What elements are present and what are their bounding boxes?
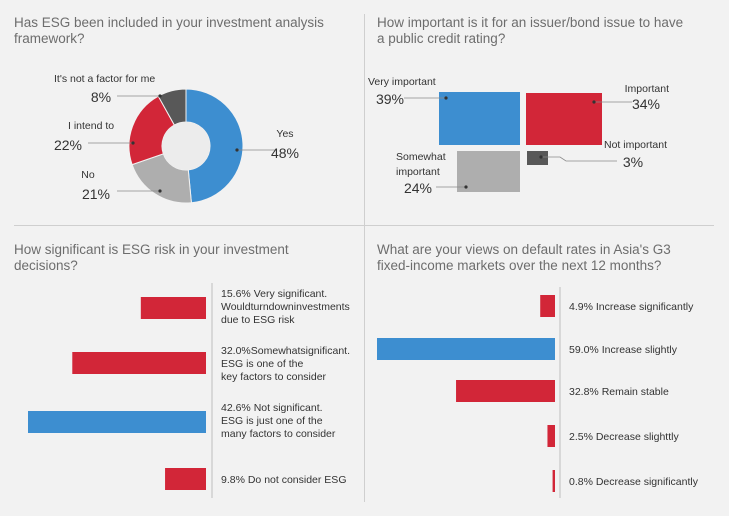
esg-risk-label-2: 42.6% Not significant. ESG is just one of… <box>221 402 335 441</box>
donut-value-2: 22% <box>54 137 82 153</box>
treemap-rect-0 <box>439 92 520 145</box>
treemap-value-3: 24% <box>404 180 432 196</box>
q4-title: What are your views on default rates in … <box>377 242 671 274</box>
esg-risk-label-1-line-0: 32.0%Somewhatsignificant. <box>221 345 350 357</box>
esg-risk-label-2-line-2: many factors to consider <box>221 428 336 440</box>
esg-risk-label-3: 9.8% Do not consider ESG <box>221 474 346 487</box>
treemap-label-0: Very important <box>368 76 436 88</box>
default-rate-label-0: 4.9% Increase significantly <box>569 301 694 313</box>
q1-title-line2: framework? <box>14 31 85 46</box>
donut-hole <box>162 122 210 170</box>
donut-leader-dot-3 <box>158 94 162 98</box>
donut-leader-dot-2 <box>131 141 135 145</box>
donut-value-3: 8% <box>91 89 111 105</box>
treemap-leader-dot-0 <box>444 96 448 100</box>
default-rate-label-3: 2.5% Decrease slighttly <box>569 431 679 443</box>
treemap-value-2: 3% <box>623 154 643 170</box>
donut-value-1: 21% <box>82 186 110 202</box>
esg-risk-label-1-line-1: ESG is one of the <box>221 358 304 370</box>
q2-title-line2: a public credit rating? <box>377 31 506 46</box>
q2-title: How important is it for an issuer/bond i… <box>377 15 683 47</box>
esg-risk-label-2-line-0: 42.6% Not significant. <box>221 402 323 414</box>
vertical-divider <box>364 14 365 502</box>
esg-risk-bar-0 <box>140 297 206 319</box>
treemap-leader-dot-2 <box>539 155 543 159</box>
default-rate-bar-2 <box>456 380 555 402</box>
q1-title-line1: Has ESG been included in your investment… <box>14 15 324 30</box>
esg-risk-label-1-line-2: key factors to consider <box>221 371 327 383</box>
esg-risk-bar-1 <box>72 352 206 374</box>
esg-risk-label-3-line-0: 9.8% Do not consider ESG <box>221 474 347 486</box>
esg-risk-label-0-line-1: Wouldturndowninvestments <box>221 301 350 313</box>
esg-risk-label-2-line-1: ESG is just one of the <box>221 415 323 427</box>
donut-leader-dot-1 <box>158 189 162 193</box>
default-rate-label-2: 32.8% Remain stable <box>569 386 669 398</box>
treemap-value-0: 39% <box>376 91 404 107</box>
treemap-label-3a: Somewhat <box>396 151 446 163</box>
donut-label-0: Yes <box>276 128 293 140</box>
esg-risk-label-0-line-0: 15.6% Very significant. <box>221 288 328 300</box>
q4-title-line2: fixed-income markets over the next 12 mo… <box>377 258 662 273</box>
treemap-label-2: Not important <box>604 139 667 151</box>
donut-label-1: No <box>81 169 95 181</box>
default-rate-label-4: 0.8% Decrease significantly <box>569 476 699 488</box>
treemap-leader-dot-1 <box>592 100 596 104</box>
esg-risk-label-0: 15.6% Very significant. Wouldturndowninve… <box>221 288 350 327</box>
donut-label-3: It's not a factor for me <box>54 73 155 85</box>
default-rate-bar-0 <box>540 295 555 317</box>
donut-value-0: 48% <box>271 145 299 161</box>
q3-title-line1: How significant is ESG risk in your inve… <box>14 242 289 257</box>
treemap-leader-2 <box>541 156 617 162</box>
q3-title-line2: decisions? <box>14 258 78 273</box>
esg-risk-bar-2 <box>28 411 206 433</box>
treemap-rect-3 <box>457 151 520 192</box>
treemap-label-3b: important <box>396 166 440 178</box>
esg-risk-label-0-line-2: due to ESG risk <box>221 314 295 326</box>
treemap-rect-1 <box>526 93 602 145</box>
q2-title-line1: How important is it for an issuer/bond i… <box>377 15 684 30</box>
default-rate-label-1: 59.0% Increase slightly <box>569 344 678 356</box>
q1-title: Has ESG been included in your investment… <box>14 15 324 47</box>
esg-risk-bar-3 <box>165 468 206 490</box>
donut-label-2: I intend to <box>68 120 114 132</box>
esg-risk-label-1: 32.0%Somewhatsignificant. ESG is one of t… <box>221 345 350 384</box>
default-rate-bar-4 <box>552 470 555 492</box>
treemap-label-1: Important <box>625 83 669 95</box>
q3-title: How significant is ESG risk in your inve… <box>14 242 289 274</box>
treemap-value-1: 34% <box>632 96 660 112</box>
default-rate-bar-1 <box>377 338 555 360</box>
default-rate-bar-3 <box>547 425 555 447</box>
horizontal-divider <box>14 225 714 226</box>
q4-title-line1: What are your views on default rates in … <box>377 242 671 257</box>
treemap-leader-dot-3 <box>464 185 468 189</box>
donut-leader-dot-0 <box>235 148 239 152</box>
treemap-rect-2 <box>527 151 548 165</box>
